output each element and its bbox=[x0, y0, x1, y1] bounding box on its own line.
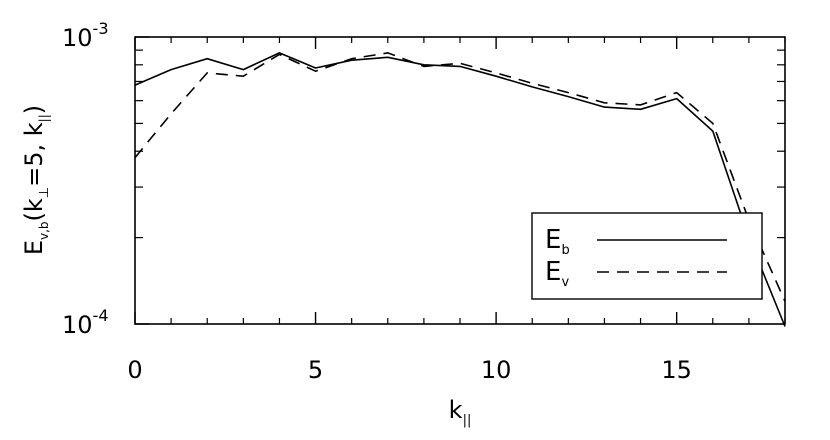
y-tick-label: 10-4 bbox=[62, 306, 109, 339]
legend-label-ev: Ev bbox=[545, 257, 569, 290]
series-line-ev-dashed bbox=[134, 52, 786, 302]
axis-ticks: 0 5 10 15 10-3 10-4 bbox=[62, 19, 786, 384]
legend: Eb Ev bbox=[531, 212, 763, 300]
y-axis-label: Ev,b(k⊥=5, k||) bbox=[20, 105, 52, 255]
x-tick-label: 10 bbox=[481, 356, 512, 384]
y-tick-label: 10-3 bbox=[62, 19, 109, 52]
legend-box bbox=[531, 212, 763, 300]
series-line-eb-solid bbox=[134, 52, 786, 327]
series-lines bbox=[134, 52, 786, 327]
x-tick-label: 15 bbox=[661, 356, 692, 384]
x-tick-label: 5 bbox=[308, 356, 323, 384]
x-tick-label: 0 bbox=[127, 356, 142, 384]
x-axis-label: k|| bbox=[449, 396, 472, 428]
legend-label-eb: Eb bbox=[545, 225, 570, 258]
